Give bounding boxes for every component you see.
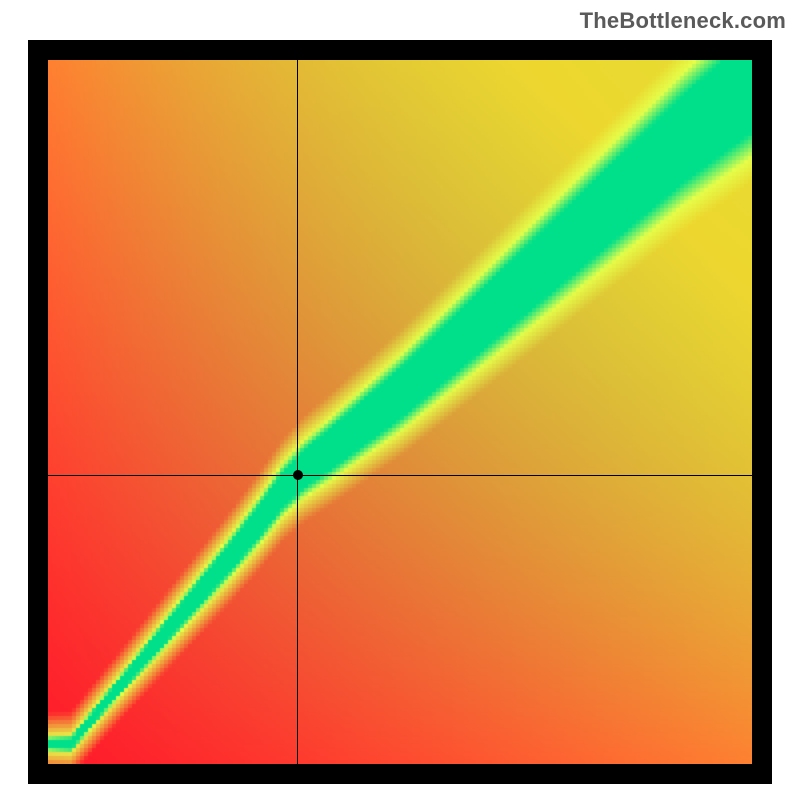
crosshair-horizontal [48,475,752,476]
watermark-text: TheBottleneck.com [580,8,786,34]
crosshair-vertical [297,60,298,764]
data-point-marker [293,470,303,480]
heatmap-canvas [48,60,752,764]
chart-frame [28,40,772,784]
